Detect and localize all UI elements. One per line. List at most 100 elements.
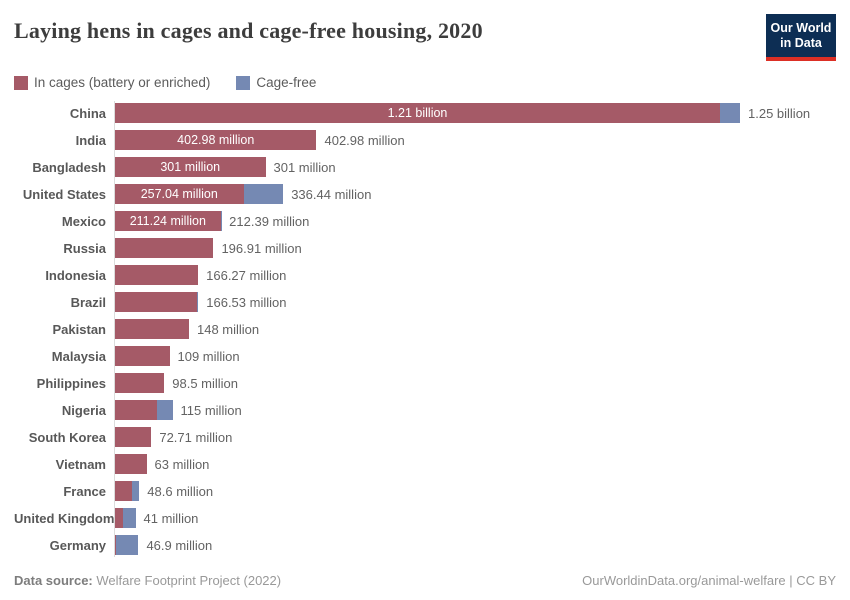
bar-segment-in-cages[interactable] xyxy=(115,373,165,393)
data-source-name: Welfare Footprint Project (2022) xyxy=(92,573,282,588)
chart: China 1.21 billion 1.25 billion India 40… xyxy=(14,101,836,557)
bar-segment-in-cages[interactable] xyxy=(115,508,123,528)
bar-segment-in-cages[interactable] xyxy=(115,238,214,258)
legend-swatch xyxy=(14,75,28,90)
country-label: China xyxy=(69,105,106,121)
bar-total-value: 196.91 million xyxy=(221,240,302,256)
country-label: Russia xyxy=(63,240,106,256)
bar-row: France 48.6 million xyxy=(14,481,836,501)
bar-segment-cage-free[interactable] xyxy=(243,184,284,204)
bar-segment-in-cages[interactable]: 402.98 million xyxy=(115,130,317,150)
bar-track: 196.91 million xyxy=(114,238,836,258)
bar-row: United Kingdom 41 million xyxy=(14,508,836,528)
bar-track: 41 million xyxy=(114,508,836,528)
bar-segment-cage-free[interactable] xyxy=(720,103,740,123)
bar-segment-cage-free[interactable] xyxy=(131,481,140,501)
bar-row: Indonesia 166.27 million xyxy=(14,265,836,285)
bar-track: 166.53 million xyxy=(114,292,836,312)
bar-total-value: 301 million xyxy=(273,159,336,175)
bar-total-value: 166.53 million xyxy=(206,294,287,310)
bar-row: Nigeria 115 million xyxy=(14,400,836,420)
owid-logo: Our World in Data xyxy=(766,14,836,61)
bar-inner-value: 301 million xyxy=(160,160,221,174)
owid-logo-line2: in Data xyxy=(780,36,822,50)
bar-track: 98.5 million xyxy=(114,373,836,393)
bar-track: 166.27 million xyxy=(114,265,836,285)
bar-track: 1.21 billion 1.25 billion xyxy=(114,103,836,123)
bar-row: Brazil 166.53 million xyxy=(14,292,836,312)
bar-row: India 402.98 million 402.98 million xyxy=(14,130,836,150)
bar-segment-cage-free[interactable] xyxy=(220,211,222,231)
bar-row: Mexico 211.24 million 212.39 million xyxy=(14,211,836,231)
bar-row: Germany 46.9 million xyxy=(14,535,836,555)
bar-row: Bangladesh 301 million 301 million xyxy=(14,157,836,177)
bar-segment-in-cages[interactable] xyxy=(115,319,189,339)
country-label: Mexico xyxy=(61,213,106,229)
chart-title: Laying hens in cages and cage-free housi… xyxy=(14,18,483,43)
chart-rows: China 1.21 billion 1.25 billion India 40… xyxy=(14,103,836,555)
country-label: Malaysia xyxy=(51,348,106,364)
bar-total-value: 72.71 million xyxy=(159,429,233,445)
country-label: Vietnam xyxy=(55,456,106,472)
country-label: Philippines xyxy=(36,375,106,391)
country-label: France xyxy=(63,483,106,499)
bar-row: Philippines 98.5 million xyxy=(14,373,836,393)
bar-total-value: 402.98 million xyxy=(324,132,405,148)
footer: Data source: Welfare Footprint Project (… xyxy=(14,573,836,588)
bar-track: 148 million xyxy=(114,319,836,339)
bar-track: 402.98 million 402.98 million xyxy=(114,130,836,150)
legend-item: Cage-free xyxy=(236,75,316,90)
bar-segment-in-cages[interactable] xyxy=(115,346,170,366)
bar-total-value: 48.6 million xyxy=(147,483,214,499)
legend-item-label: In cages (battery or enriched) xyxy=(34,75,211,90)
country-label: Pakistan xyxy=(52,321,106,337)
bar-row: Russia 196.91 million xyxy=(14,238,836,258)
bar-segment-cage-free[interactable] xyxy=(196,292,199,312)
bar-inner-value: 402.98 million xyxy=(177,133,255,147)
bar-total-value: 46.9 million xyxy=(146,537,213,553)
bar-segment-in-cages[interactable] xyxy=(115,292,197,312)
bar-row: Pakistan 148 million xyxy=(14,319,836,339)
bar-segment-in-cages[interactable] xyxy=(115,265,199,285)
bar-segment-cage-free[interactable] xyxy=(156,400,173,420)
bar-segment-in-cages[interactable]: 301 million xyxy=(115,157,266,177)
legend-item: In cages (battery or enriched) xyxy=(14,75,210,90)
bar-segment-in-cages[interactable] xyxy=(115,400,157,420)
bar-track: 46.9 million xyxy=(114,535,836,555)
bar-total-value: 1.25 billion xyxy=(748,105,811,121)
bar-segment-in-cages[interactable] xyxy=(115,535,117,555)
bar-segment-in-cages[interactable]: 211.24 million xyxy=(115,211,221,231)
bar-track: 72.71 million xyxy=(114,427,836,447)
bar-row: United States 257.04 million 336.44 mill… xyxy=(14,184,836,204)
bar-segment-cage-free[interactable] xyxy=(116,535,139,555)
country-label: Nigeria xyxy=(61,402,106,418)
bar-segment-cage-free[interactable] xyxy=(123,508,136,528)
legend-swatch xyxy=(236,75,251,90)
bar-total-value: 212.39 million xyxy=(229,213,310,229)
bar-track: 211.24 million 212.39 million xyxy=(114,211,836,231)
bar-segment-in-cages[interactable]: 257.04 million xyxy=(115,184,244,204)
bar-track: 115 million xyxy=(114,400,836,420)
y-axis-line xyxy=(114,101,115,557)
bar-track: 109 million xyxy=(114,346,836,366)
data-source: Data source: Welfare Footprint Project (… xyxy=(14,573,281,588)
bar-track: 301 million 301 million xyxy=(114,157,836,177)
bar-inner-value: 211.24 million xyxy=(129,214,206,228)
bar-segment-in-cages[interactable]: 1.21 billion xyxy=(115,103,720,123)
bar-segment-in-cages[interactable] xyxy=(115,427,152,447)
header: Laying hens in cages and cage-free housi… xyxy=(14,14,836,61)
bar-inner-value: 1.21 billion xyxy=(387,106,448,120)
data-source-prefix: Data source: xyxy=(14,573,93,588)
bar-total-value: 41 million xyxy=(143,510,199,526)
legend: In cages (battery or enriched) Cage-free xyxy=(14,75,836,90)
bar-segment-in-cages[interactable] xyxy=(115,454,147,474)
bar-row: South Korea 72.71 million xyxy=(14,427,836,447)
owid-logo-line1: Our World xyxy=(770,21,832,35)
owid-url-link[interactable]: OurWorldinData.org/animal-welfare | CC B… xyxy=(582,573,836,588)
country-label: Bangladesh xyxy=(32,159,106,175)
legend-item-label: Cage-free xyxy=(256,75,317,90)
bar-total-value: 115 million xyxy=(180,402,242,418)
bar-segment-in-cages[interactable] xyxy=(115,481,132,501)
country-label: United Kingdom xyxy=(14,510,115,526)
